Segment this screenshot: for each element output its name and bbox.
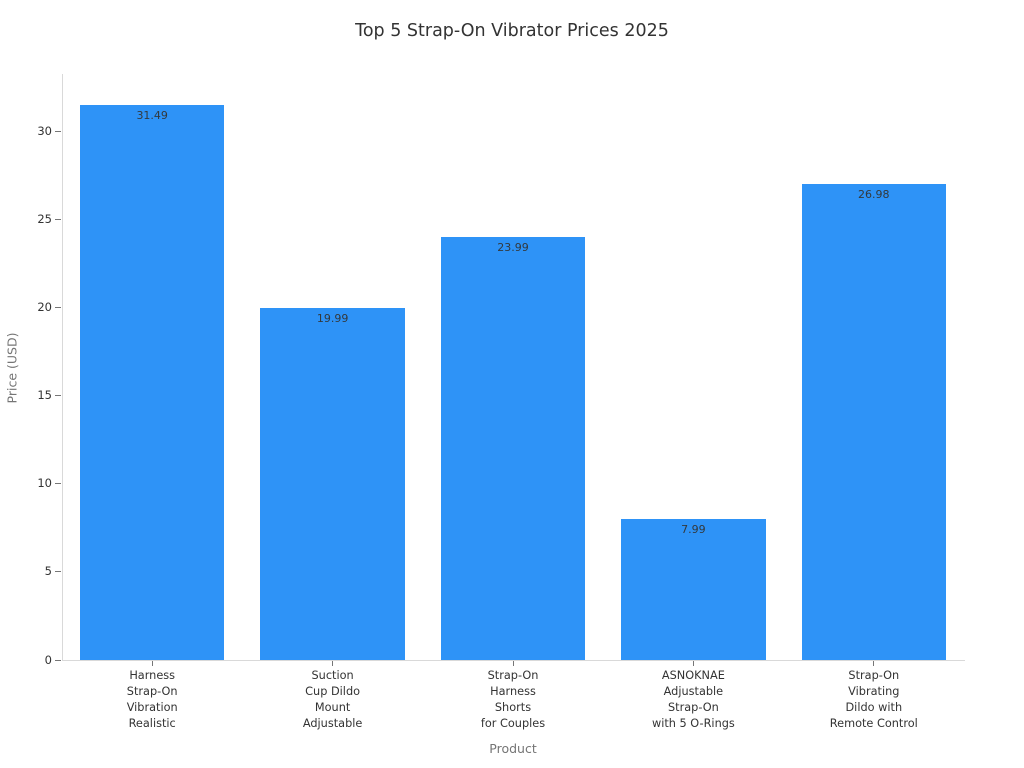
bar-value-label: 26.98 (858, 188, 890, 202)
x-tick-label: Suction Cup Dildo Mount Adjustable (302, 669, 363, 730)
y-axis-spine (62, 74, 63, 661)
x-tick-label: Strap-On Vibrating Dildo with Remote Con… (829, 669, 918, 730)
y-tick-label: 25 (37, 211, 52, 226)
bar (80, 104, 225, 660)
y-tick-label: 5 (44, 564, 52, 579)
bar (440, 237, 586, 660)
x-tick-label: Harness Strap-On Vibration Realistic (126, 669, 178, 730)
x-tick-mark (873, 661, 875, 666)
bar (260, 307, 405, 660)
bar-value-label: 31.49 (136, 108, 168, 122)
x-tick-mark (512, 661, 514, 666)
y-tick-mark (55, 659, 61, 661)
y-tick-mark (55, 130, 61, 132)
bar (621, 519, 766, 660)
bar-value-label: 23.99 (497, 241, 529, 255)
x-tick-label: Strap-On Harness Shorts for Couples (480, 669, 546, 730)
bar-value-label: 7.99 (681, 523, 706, 537)
x-tick-mark (692, 661, 694, 666)
y-tick-label: 20 (37, 299, 52, 314)
bar-value-label: 19.99 (316, 311, 349, 325)
y-tick-label: 30 (37, 123, 52, 138)
x-axis-spine (62, 660, 965, 661)
y-tick-mark (55, 571, 61, 573)
y-tick-label: 0 (44, 652, 52, 667)
y-tick-mark (55, 483, 61, 485)
y-tick-mark (55, 395, 61, 397)
x-tick-mark (332, 661, 334, 666)
chart-title: Top 5 Strap-On Vibrator Prices 2025 (355, 21, 669, 41)
y-tick-mark (55, 306, 61, 308)
y-tick-label: 10 (37, 476, 52, 491)
x-tick-label: ASNOKNAE Adjustable Strap-On with 5 O-Ri… (651, 669, 735, 730)
y-tick-label: 15 (37, 388, 52, 403)
x-axis-title: Product (489, 741, 537, 756)
x-tick-mark (151, 661, 153, 666)
y-tick-mark (55, 218, 61, 220)
bar (801, 184, 946, 660)
